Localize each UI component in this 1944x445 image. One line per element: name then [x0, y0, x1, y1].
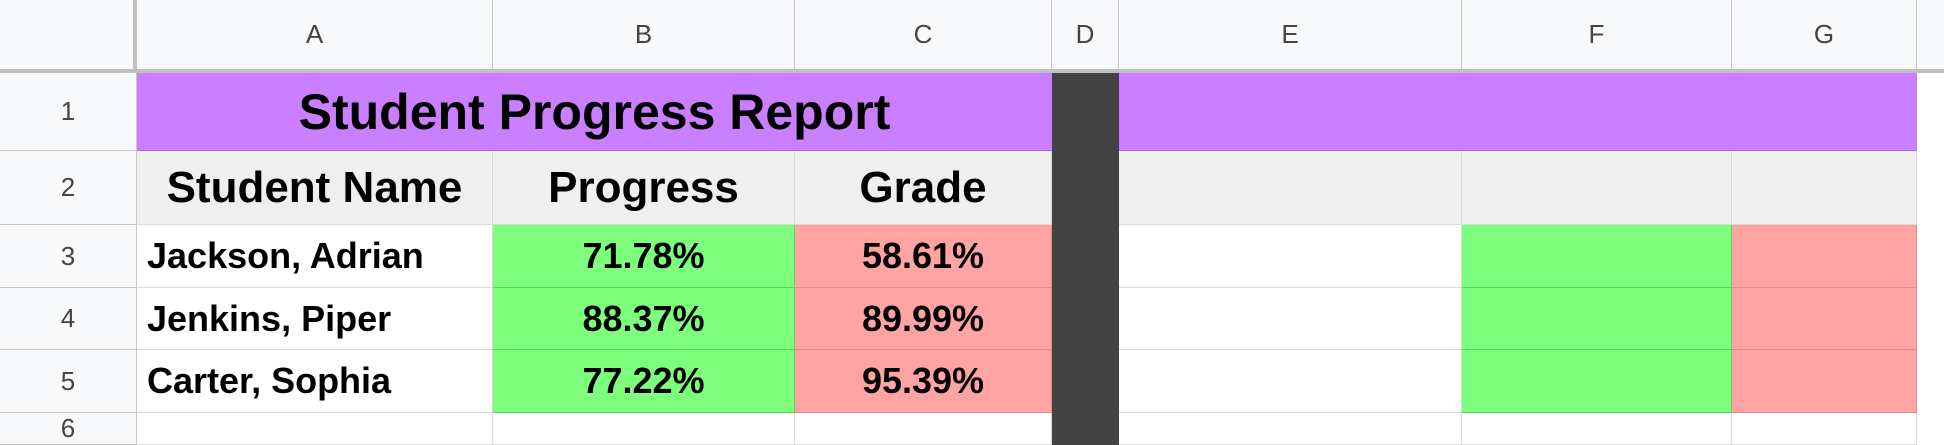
grade-cell[interactable]: 89.99% [795, 288, 1052, 350]
cell-g3[interactable] [1732, 225, 1917, 288]
cell-g5[interactable] [1732, 350, 1917, 413]
header-progress[interactable]: Progress [493, 151, 795, 225]
cell-f4[interactable] [1462, 288, 1732, 350]
student-name-cell[interactable]: Carter, Sophia [137, 350, 493, 413]
cell-f6[interactable] [1462, 413, 1732, 445]
student-name-cell[interactable]: Jenkins, Piper [137, 288, 493, 350]
cell-c6[interactable] [795, 413, 1052, 445]
cell-b6[interactable] [493, 413, 795, 445]
row1-fill-e-g[interactable] [1119, 73, 1917, 151]
cell-e4[interactable] [1119, 288, 1462, 350]
cell-g4[interactable] [1732, 288, 1917, 350]
grade-cell[interactable]: 95.39% [795, 350, 1052, 413]
row-header-3[interactable]: 3 [0, 225, 137, 288]
column-header-a[interactable]: A [137, 0, 493, 70]
select-all-corner[interactable] [0, 0, 137, 73]
cell-f3[interactable] [1462, 225, 1732, 288]
column-header-filler [1917, 0, 1944, 70]
cell-e2[interactable] [1119, 151, 1462, 225]
cell-e6[interactable] [1119, 413, 1462, 445]
cell-a6[interactable] [137, 413, 493, 445]
cell-f2[interactable] [1462, 151, 1732, 225]
header-grade[interactable]: Grade [795, 151, 1052, 225]
column-header-g[interactable]: G [1732, 0, 1917, 70]
column-header-d[interactable]: D [1052, 0, 1119, 70]
row-header-2[interactable]: 2 [0, 151, 137, 225]
column-header-f[interactable]: F [1462, 0, 1732, 70]
cell-f5[interactable] [1462, 350, 1732, 413]
header-shadow [0, 69, 1944, 73]
column-d-fill[interactable] [1052, 73, 1119, 445]
grade-cell[interactable]: 58.61% [795, 225, 1052, 288]
progress-cell[interactable]: 71.78% [493, 225, 795, 288]
student-name-cell[interactable]: Jackson, Adrian [137, 225, 493, 288]
cell-e5[interactable] [1119, 350, 1462, 413]
cell-e3[interactable] [1119, 225, 1462, 288]
row-header-1[interactable]: 1 [0, 73, 137, 151]
cell-g2[interactable] [1732, 151, 1917, 225]
row-header-4[interactable]: 4 [0, 288, 137, 350]
column-header-c[interactable]: C [795, 0, 1052, 70]
column-header-b[interactable]: B [493, 0, 795, 70]
cell-g6[interactable] [1732, 413, 1917, 445]
row-header-6[interactable]: 6 [0, 413, 137, 445]
title-cell[interactable]: Student Progress Report [137, 73, 1052, 151]
column-header-e[interactable]: E [1119, 0, 1462, 70]
progress-cell[interactable]: 88.37% [493, 288, 795, 350]
progress-cell[interactable]: 77.22% [493, 350, 795, 413]
header-student-name[interactable]: Student Name [137, 151, 493, 225]
row-header-5[interactable]: 5 [0, 350, 137, 413]
